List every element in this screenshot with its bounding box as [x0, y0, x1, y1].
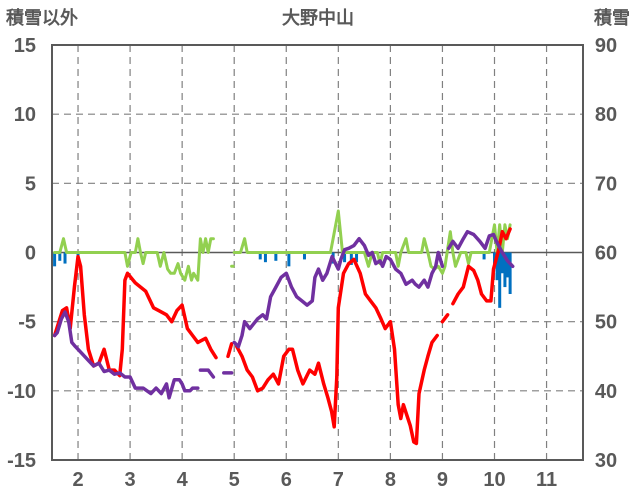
- right-axis-label: 積雪: [593, 7, 630, 28]
- series-0-segment-2: [235, 257, 439, 446]
- right-tick-label: 70: [595, 173, 617, 195]
- x-tick-label: 8: [385, 469, 396, 491]
- series-1-segment-0: [52, 310, 200, 400]
- series-0-segment-3: [440, 313, 450, 324]
- right-tick-label: 50: [595, 312, 617, 334]
- bar-17: [500, 252, 504, 274]
- bar-8: [302, 252, 306, 260]
- bar-13: [482, 252, 486, 260]
- x-tick-label: 11: [536, 469, 557, 491]
- x-tick-label: 3: [125, 469, 136, 491]
- x-tick-label: 10: [483, 469, 505, 491]
- bar-19: [506, 252, 510, 278]
- bar-0: [53, 252, 57, 267]
- right-tick-label: 90: [595, 35, 617, 57]
- bar-1: [58, 252, 62, 261]
- x-tick-label: 5: [229, 469, 240, 491]
- chart-title: 大野中山: [282, 7, 354, 28]
- series-0-segment-1: [226, 342, 234, 359]
- series-2-segment-2: [232, 209, 512, 275]
- bar-10: [343, 252, 347, 263]
- left-axis-label: 積雪以外: [5, 7, 78, 28]
- bar-5: [263, 252, 267, 263]
- bar-18: [503, 252, 507, 288]
- right-tick-label: 80: [595, 104, 617, 126]
- left-tick-label: 15: [14, 35, 36, 57]
- bar-12: [355, 252, 359, 263]
- bar-15: [495, 252, 499, 281]
- right-tick-label: 30: [595, 450, 617, 472]
- series-1-segment-1: [198, 368, 216, 379]
- x-tick-label: 6: [281, 469, 292, 491]
- line-series: [52, 209, 515, 446]
- series-1-segment-3: [232, 236, 445, 349]
- x-tick-label: 9: [437, 469, 448, 491]
- series-0-segment-0: [52, 254, 218, 378]
- right-tick-label: 40: [595, 381, 617, 403]
- plot-frame: [51, 44, 584, 461]
- left-tick-label: -15: [7, 450, 36, 472]
- x-tick-label: 7: [333, 469, 344, 491]
- bar-16: [498, 252, 502, 308]
- series-1-segment-4: [446, 229, 515, 269]
- left-tick-label: -5: [18, 312, 36, 334]
- left-tick-label: -10: [7, 381, 36, 403]
- left-tick-label: 10: [14, 104, 36, 126]
- right-tick-label: 60: [595, 243, 617, 265]
- bar-11: [349, 252, 353, 265]
- bar-4: [258, 252, 262, 260]
- left-tick-label: 0: [25, 243, 36, 265]
- series-0-segment-4: [451, 227, 512, 306]
- x-tick-label: 2: [72, 469, 83, 491]
- bar-7: [287, 252, 291, 267]
- bar-20: [508, 252, 512, 294]
- bar-6: [274, 252, 278, 261]
- bar-2: [63, 252, 67, 264]
- left-tick-label: 5: [25, 173, 36, 195]
- x-tick-label: 4: [177, 469, 189, 491]
- series-2-segment-0: [53, 237, 215, 282]
